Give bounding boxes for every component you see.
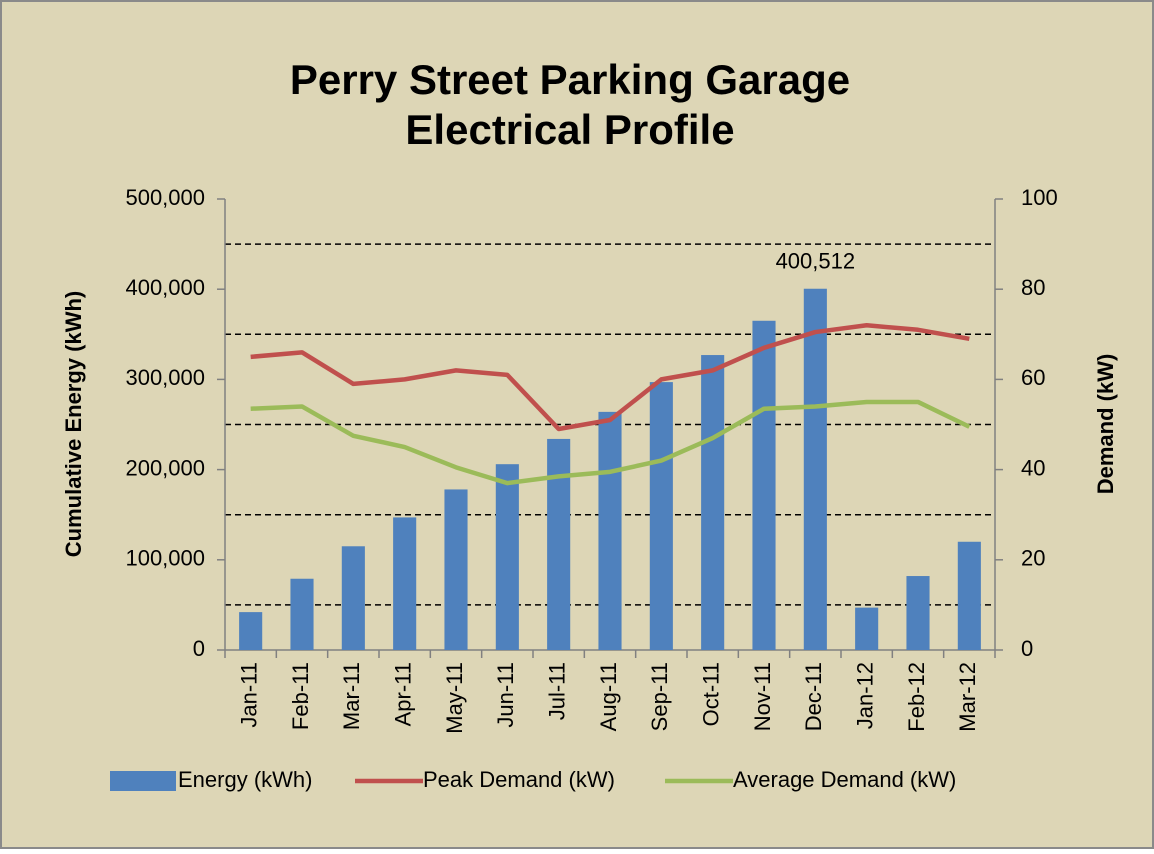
bar (649, 382, 673, 650)
x-tick-label: Apr-11 (390, 662, 415, 726)
x-tick-label: May-11 (442, 662, 467, 734)
y2-tick-label: 100 (1021, 185, 1058, 210)
y2-axis-label: Demand (kW) (1093, 354, 1118, 495)
x-tick-label: Jan-12 (852, 662, 877, 729)
x-tick-label: Aug-11 (596, 662, 621, 731)
bar (906, 576, 930, 650)
bar (495, 464, 519, 650)
y2-tick-label: 60 (1021, 365, 1045, 390)
bar (752, 320, 776, 650)
chart-title: Perry Street Parking Garage (290, 56, 850, 103)
x-tick-label: Mar-12 (955, 662, 980, 732)
data-label: 400,512 (776, 249, 856, 274)
y-axis-label: Cumulative Energy (kWh) (61, 291, 86, 557)
bar (341, 546, 365, 650)
y-tick-label: 0 (193, 636, 205, 661)
bar (444, 489, 468, 650)
bar (701, 355, 725, 650)
legend-label: Average Demand (kW) (733, 767, 956, 792)
y-tick-label: 400,000 (125, 275, 205, 300)
x-tick-label: Mar-11 (339, 662, 364, 730)
y-tick-label: 200,000 (125, 455, 205, 480)
legend-label: Energy (kWh) (178, 767, 312, 792)
x-tick-label: Jul-11 (544, 662, 569, 720)
x-tick-label: Nov-11 (750, 662, 775, 731)
y-tick-label: 500,000 (125, 185, 205, 210)
bar (290, 578, 314, 650)
bar (598, 411, 622, 650)
x-tick-label: Dec-11 (801, 662, 826, 731)
legend-label: Peak Demand (kW) (423, 767, 615, 792)
bar (547, 438, 571, 650)
x-tick-label: Feb-11 (288, 662, 313, 730)
bar (803, 288, 827, 650)
bar (393, 517, 417, 650)
line (250, 323, 970, 432)
x-tick-label: Jan-11 (236, 662, 261, 728)
y2-tick-label: 20 (1021, 546, 1045, 571)
x-tick-label: Sep-11 (647, 662, 672, 731)
x-tick-label: Oct-11 (698, 662, 723, 726)
y-tick-label: 100,000 (125, 546, 205, 571)
bar (957, 541, 981, 650)
x-tick-label: Jun-11 (493, 662, 518, 728)
x-tick-label: Feb-12 (904, 662, 929, 732)
line (250, 399, 971, 486)
y2-tick-label: 40 (1021, 455, 1045, 480)
y2-tick-label: 80 (1021, 275, 1045, 300)
legend-swatch (110, 771, 176, 791)
y2-tick-label: 0 (1021, 636, 1033, 661)
bar (239, 612, 263, 650)
chart-title: Electrical Profile (405, 106, 734, 153)
y-tick-label: 300,000 (125, 365, 205, 390)
bar (855, 607, 879, 650)
